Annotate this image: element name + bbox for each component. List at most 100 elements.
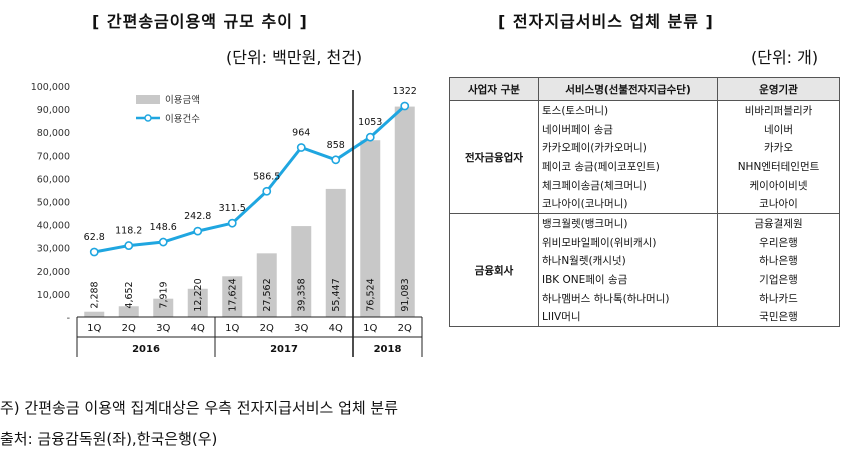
y-tick-label: 20,000 (37, 267, 70, 278)
count-point (365, 132, 375, 142)
operator-cell: 우리은행 (717, 232, 840, 252)
x-tick-label: 1Q (363, 323, 377, 334)
y-tick-label: - (67, 313, 70, 324)
table-row: 하나N월렛(캐시넛) 하나은행 (450, 251, 840, 271)
service-cell: 카카오페이(카카오머니) (538, 138, 718, 158)
operator-cell: 코나아이 (717, 194, 840, 215)
x-tick-label: 3Q (156, 323, 170, 334)
count-value-label: 858 (327, 140, 345, 151)
left-unit: (단위: 백만원, 천건) (226, 48, 363, 67)
service-cell: 뱅크월렛(뱅크머니) (538, 213, 718, 233)
count-point (158, 237, 168, 247)
table-row: 금융회사 뱅크월렛(뱅크머니) 금융결제원 (449, 213, 840, 328)
table-row: 위비모바일페이(위비캐시) 우리은행 (450, 232, 840, 252)
operator-cell: 하나카드 (717, 288, 840, 308)
y-tick-label: 90,000 (37, 105, 70, 116)
amount-bar (222, 276, 243, 317)
count-value-label: 242.8 (184, 211, 211, 222)
table-row: IBK ONE페이 송금 기업은행 (450, 270, 840, 289)
count-value-label: 148.6 (150, 222, 177, 233)
service-cell: 체크페이송금(체크머니) (538, 175, 718, 195)
year-label: 2017 (270, 344, 298, 355)
classification-table: 사업자 구분 서비스명(선불전자지급수단) 운영기관 전자금융업자 토스(토스머니… (449, 77, 840, 328)
amount-bar (84, 311, 105, 317)
x-tick-label: 4Q (191, 323, 205, 334)
count-point (262, 186, 272, 196)
right-unit: (단위: 개) (751, 48, 819, 67)
bar-value-label: 76,524 (365, 278, 376, 311)
left-title: [ 간편송금이용액 규모 추이 ] (92, 12, 308, 31)
count-value-label: 118.2 (115, 226, 142, 237)
operator-cell: 기업은행 (717, 270, 840, 289)
x-tick-label: 2Q (122, 323, 136, 334)
count-point (193, 226, 203, 236)
operator-cell: 네이버 (717, 119, 840, 139)
amount-bar (291, 226, 312, 317)
year-label: 2016 (132, 344, 160, 355)
bar-value-label: 7,919 (158, 281, 169, 308)
footnote: 주) 간편송금 이용액 집계대상은 우측 전자지급서비스 업체 분류 (0, 399, 399, 417)
count-point (124, 241, 134, 250)
header-business-type: 사업자 구분 (449, 77, 539, 101)
x-tick-label: 2Q (260, 323, 274, 334)
y-tick-label: 60,000 (37, 174, 70, 185)
y-tick-label: 10,000 (37, 290, 70, 301)
year-label: 2018 (374, 344, 402, 355)
group-label: 전자금융업자 (449, 99, 539, 215)
service-cell: 하나멤버스 하나톡(하나머니) (538, 288, 718, 308)
amount-bar (153, 298, 174, 317)
bar-value-label: 4,652 (124, 281, 135, 308)
service-cell: 코나아이(코나머니) (538, 194, 718, 215)
service-cell: IBK ONE페이 송금 (538, 270, 718, 289)
table-header-row: 사업자 구분 서비스명(선불전자지급수단) 운영기관 (449, 77, 840, 101)
source-note: 출처: 금융감독원(좌),한국은행(우) (0, 430, 218, 448)
service-cell: 위비모바일페이(위비캐시) (538, 232, 718, 252)
operator-cell: 카카오 (717, 138, 840, 158)
y-tick-label: 30,000 (37, 244, 70, 255)
amount-bar (118, 306, 139, 317)
count-value-label: 311.5 (219, 203, 246, 214)
service-cell: 하나N월렛(캐시넛) (538, 251, 718, 271)
table-row: 전자금융업자 토스(토스머니) 비바리퍼블리카 (449, 99, 840, 215)
count-point (227, 218, 237, 228)
x-tick-label: 4Q (329, 323, 343, 334)
table-row: 체크페이송금(체크머니) 케이아이비넷 (450, 175, 840, 195)
bar-value-label: 55,447 (331, 278, 342, 311)
bar-value-label: 27,562 (262, 278, 273, 311)
legend-line-label: 이용건수 (165, 114, 200, 125)
bar-value-label: 12,220 (193, 278, 204, 311)
operator-cell: 국민은행 (717, 307, 840, 328)
service-cell: 페이코 송금(페이코포인트) (538, 157, 718, 176)
x-tick-label: 1Q (225, 323, 239, 334)
bar-value-label: 39,358 (296, 278, 307, 311)
service-cell: 네이버페이 송금 (538, 119, 718, 139)
y-tick-label: 40,000 (37, 221, 70, 232)
amount-bar (256, 253, 277, 317)
bar-value-label: 17,624 (227, 278, 238, 311)
table-row: 카카오페이(카카오머니) 카카오 (450, 138, 840, 158)
count-value-label: 964 (292, 128, 310, 139)
service-cell: LIIV머니 (538, 307, 718, 328)
table-row: LIIV머니 국민은행 (450, 307, 840, 328)
table-row: 네이버페이 송금 네이버 (450, 119, 840, 139)
legend-bar-swatch (136, 95, 160, 104)
bar-value-label: 2,288 (89, 281, 100, 308)
operator-cell: 비바리퍼블리카 (717, 100, 840, 120)
header-operator: 운영기관 (717, 77, 840, 101)
count-value-label: 62.8 (84, 232, 105, 243)
y-tick-label: 50,000 (37, 198, 70, 209)
count-point (331, 155, 341, 165)
table-row: 코나아이(코나머니) 코나아이 (450, 194, 840, 215)
amount-bar (360, 140, 381, 317)
header-service-name: 서비스명(선불전자지급수단) (538, 77, 718, 101)
amount-bar (325, 188, 346, 317)
table-row: 페이코 송금(페이코포인트) NHN엔터테인먼트 (450, 157, 840, 176)
count-point (89, 247, 99, 257)
operator-cell: 금융결제원 (717, 213, 840, 233)
bar-value-label: 91,083 (400, 278, 411, 311)
right-title: [ 전자지급서비스 업체 분류 ] (498, 12, 714, 31)
x-tick-label: 1Q (87, 323, 101, 334)
legend-line-marker (144, 114, 152, 122)
x-tick-label: 2Q (398, 323, 412, 334)
table-row: 하나멤버스 하나톡(하나머니) 하나카드 (450, 288, 840, 308)
